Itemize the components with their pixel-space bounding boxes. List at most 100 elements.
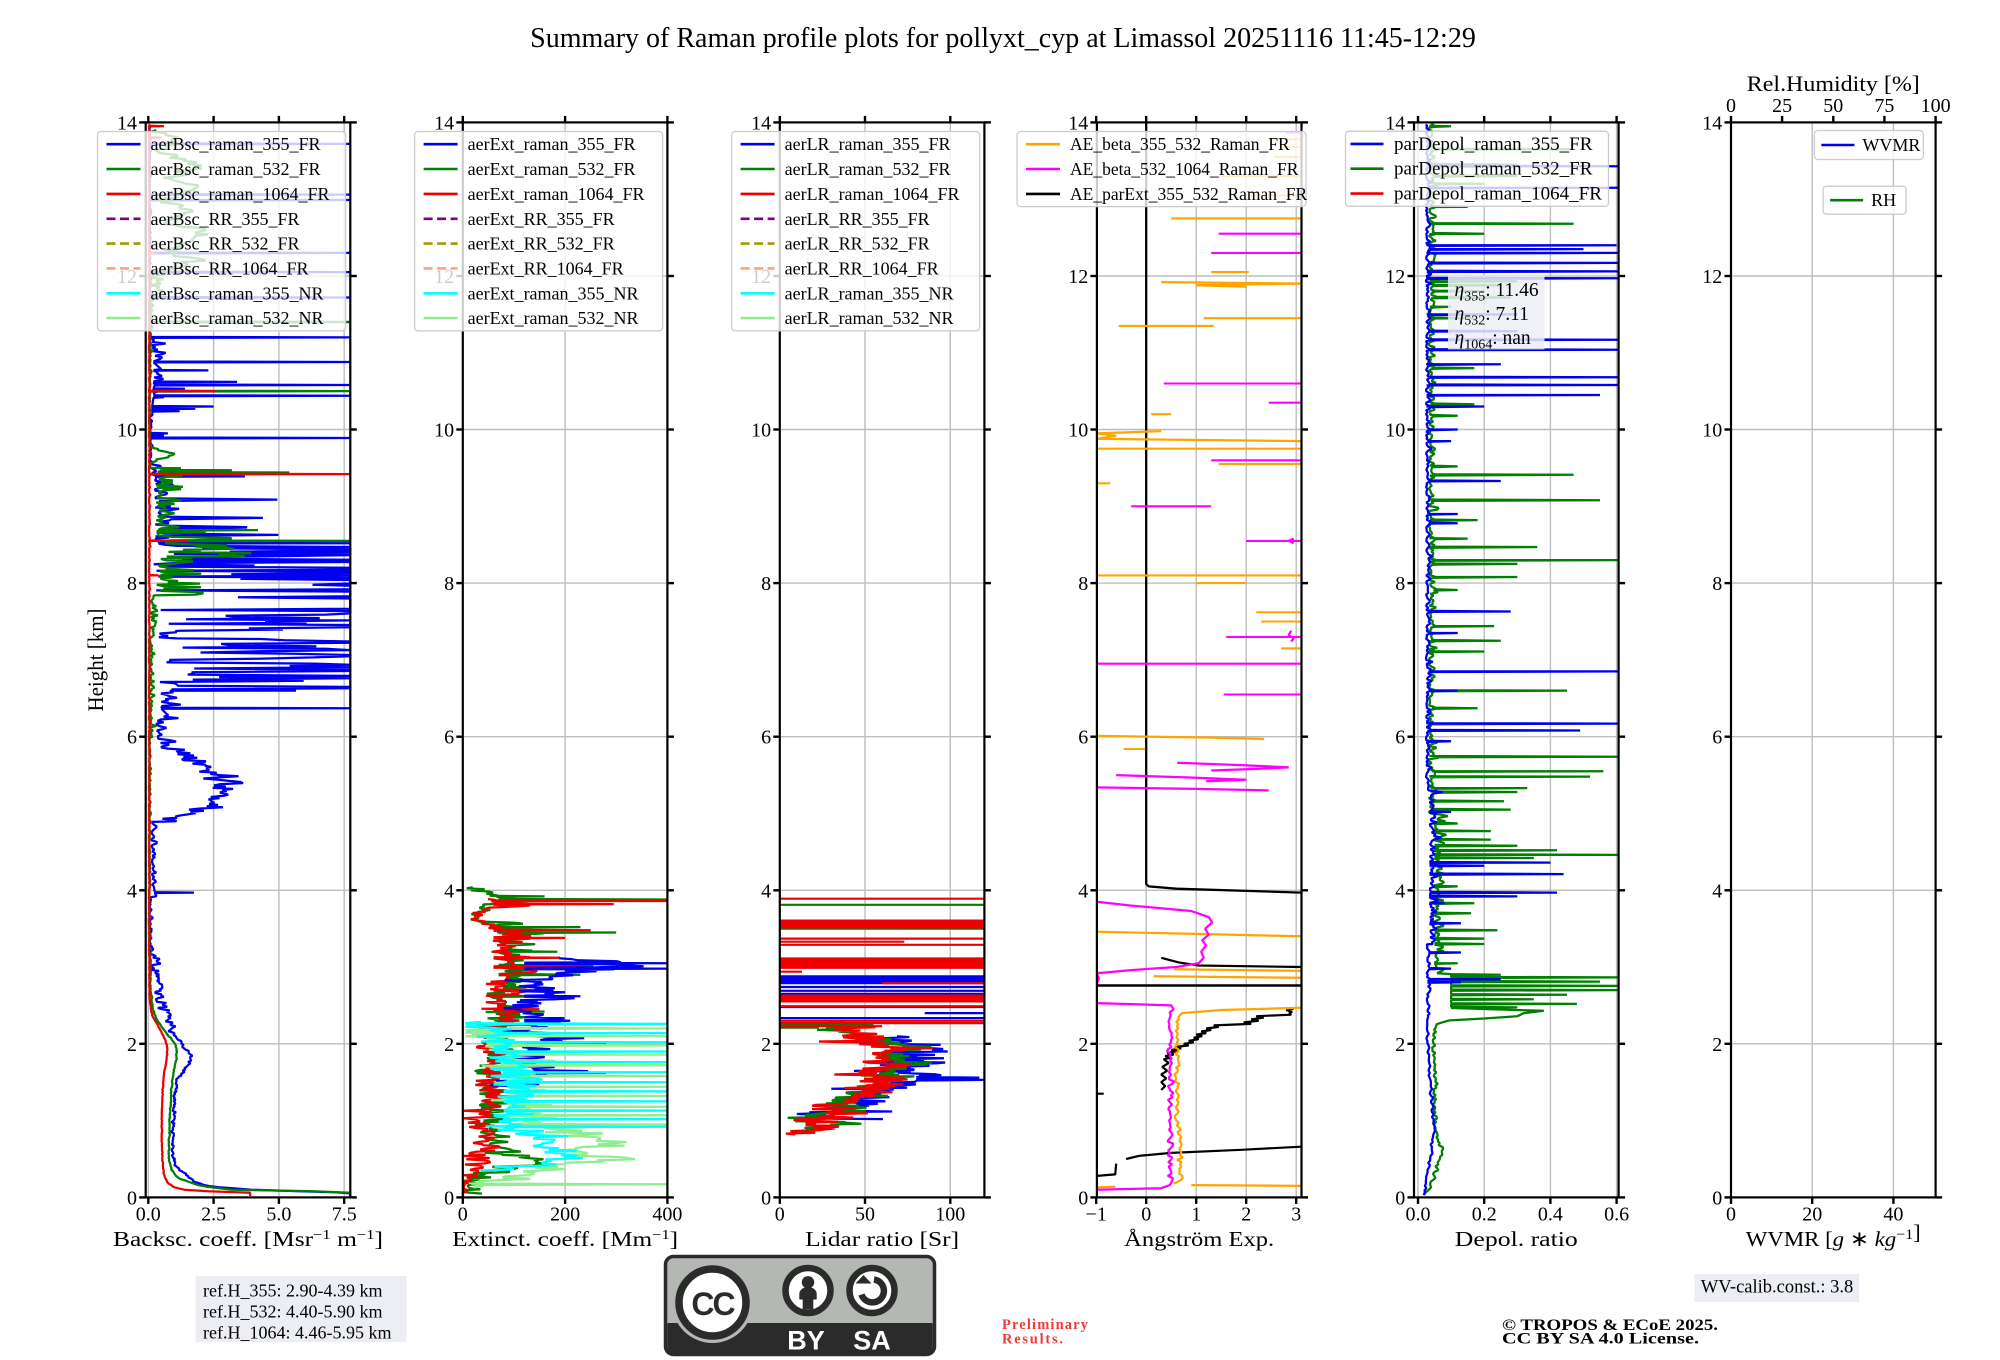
svg-text:aerLR_raman_532_FR: aerLR_raman_532_FR (785, 159, 951, 179)
svg-text:0.6: 0.6 (1604, 1204, 1629, 1226)
svg-text:2.5: 2.5 (201, 1204, 226, 1226)
svg-text:aerBsc_raman_532_FR: aerBsc_raman_532_FR (151, 159, 321, 179)
svg-text:ref.H_1064: 4.46-5.95 km: ref.H_1064: 4.46-5.95 km (203, 1323, 391, 1343)
svg-text:parDepol_raman_355_FR: parDepol_raman_355_FR (1394, 134, 1593, 155)
svg-text:aerLR_RR_355_FR: aerLR_RR_355_FR (785, 209, 930, 229)
svg-text:aerExt_raman_532_NR: aerExt_raman_532_NR (468, 308, 639, 328)
svg-text:WVMR: WVMR (1862, 135, 1920, 155)
svg-text:Extinct. coeff. [Mm−1]: Extinct. coeff. [Mm −1] (452, 1227, 678, 1251)
svg-text:AE_beta_532_1064_Raman_FR: AE_beta_532_1064_Raman_FR (1070, 159, 1299, 179)
svg-text:AE_beta_355_532_Raman_FR: AE_beta_355_532_Raman_FR (1070, 134, 1290, 154)
svg-text:0: 0 (1078, 1187, 1088, 1209)
svg-text:6: 6 (127, 727, 137, 749)
svg-text:10: 10 (117, 420, 137, 442)
svg-text:10: 10 (1385, 420, 1405, 442)
svg-text:Backsc. coeff. [Msr−1 m−1]: Backsc. coeff. [Msr −1 m −1] (113, 1227, 383, 1251)
svg-text:2: 2 (761, 1034, 771, 1056)
svg-text:0.0: 0.0 (1406, 1204, 1431, 1226)
svg-text:aerLR_raman_355_FR: aerLR_raman_355_FR (785, 134, 951, 154)
svg-text:aerBsc_RR_532_FR: aerBsc_RR_532_FR (151, 234, 300, 254)
svg-text:aerBsc_raman_1064_FR: aerBsc_raman_1064_FR (151, 184, 330, 204)
svg-text:−1: −1 (1086, 1204, 1107, 1226)
svg-text:0: 0 (1726, 1204, 1736, 1226)
svg-text:25: 25 (1772, 95, 1792, 117)
svg-text:8: 8 (1395, 573, 1405, 595)
svg-text:0: 0 (1395, 1187, 1405, 1209)
svg-text:ref.H_532: 4.40-5.90 km: ref.H_532: 4.40-5.90 km (203, 1302, 382, 1322)
svg-text:aerBsc_RR_1064_FR: aerBsc_RR_1064_FR (151, 258, 309, 278)
svg-text:400: 400 (652, 1204, 682, 1226)
svg-text:40: 40 (1883, 1204, 1903, 1226)
svg-text:0.2: 0.2 (1472, 1204, 1497, 1226)
svg-text:6: 6 (761, 727, 771, 749)
svg-text:4: 4 (1395, 880, 1405, 902)
svg-text:0: 0 (1712, 1187, 1722, 1209)
svg-text:0: 0 (1141, 1204, 1151, 1226)
svg-text:14: 14 (117, 112, 137, 134)
svg-text:12: 12 (1702, 266, 1722, 288)
svg-text:8: 8 (1078, 573, 1088, 595)
svg-text:Rel.Humidity [%]: Rel.Humidity [%] (1747, 71, 1920, 96)
svg-text:4: 4 (761, 880, 771, 902)
svg-text:Summary of Raman profile plots: Summary of Raman profile plots for polly… (530, 23, 1476, 54)
svg-text:4: 4 (127, 880, 137, 902)
svg-text:0: 0 (761, 1187, 771, 1209)
svg-text:η355: 11.46: η355: 11.46 (1455, 280, 1539, 305)
svg-text:0.4: 0.4 (1538, 1204, 1563, 1226)
svg-text:14: 14 (1385, 112, 1405, 134)
svg-text:6: 6 (1712, 727, 1722, 749)
svg-text:14: 14 (1068, 112, 1088, 134)
svg-text:aerExt_raman_1064_FR: aerExt_raman_1064_FR (468, 184, 645, 204)
svg-text:4: 4 (1712, 880, 1722, 902)
svg-text:2: 2 (1712, 1034, 1722, 1056)
svg-text:50: 50 (1823, 95, 1843, 117)
svg-text:12: 12 (1068, 266, 1088, 288)
svg-text:10: 10 (1702, 420, 1722, 442)
svg-text:8: 8 (127, 573, 137, 595)
svg-text:Results.: Results. (1002, 1332, 1063, 1348)
svg-text:η1064: nan: η1064: nan (1455, 328, 1531, 353)
svg-text:aerLR_RR_1064_FR: aerLR_RR_1064_FR (785, 258, 939, 278)
svg-text:14: 14 (434, 112, 454, 134)
svg-text:75: 75 (1874, 95, 1894, 117)
svg-text:aerBsc_RR_355_FR: aerBsc_RR_355_FR (151, 209, 300, 229)
svg-text:14: 14 (751, 112, 771, 134)
svg-text:2: 2 (1078, 1034, 1088, 1056)
svg-text:aerExt_raman_532_FR: aerExt_raman_532_FR (468, 159, 636, 179)
svg-text:aerExt_raman_355_NR: aerExt_raman_355_NR (468, 283, 639, 303)
svg-text:AE_parExt_355_532_Raman_FR: AE_parExt_355_532_Raman_FR (1070, 184, 1308, 204)
svg-text:0: 0 (127, 1187, 137, 1209)
svg-text:aerExt_RR_532_FR: aerExt_RR_532_FR (468, 234, 615, 254)
svg-text:100: 100 (1921, 95, 1951, 117)
svg-text:12: 12 (1385, 266, 1405, 288)
svg-text:2: 2 (1241, 1204, 1251, 1226)
svg-text:aerExt_RR_1064_FR: aerExt_RR_1064_FR (468, 258, 624, 278)
svg-text:5.0: 5.0 (266, 1204, 291, 1226)
svg-text:2: 2 (1395, 1034, 1405, 1056)
svg-text:0: 0 (444, 1187, 454, 1209)
svg-text:BY: BY (787, 1326, 825, 1356)
svg-text:20: 20 (1802, 1204, 1822, 1226)
svg-text:0: 0 (1726, 95, 1736, 117)
svg-text:CC: CC (691, 1286, 735, 1322)
svg-text:parDepol_raman_532_FR: parDepol_raman_532_FR (1394, 159, 1593, 180)
svg-text:Preliminary: Preliminary (1002, 1317, 1089, 1333)
svg-text:4: 4 (444, 880, 454, 902)
svg-text:WV-calib.const.: 3.8: WV-calib.const.: 3.8 (1701, 1278, 1853, 1298)
svg-text:2: 2 (127, 1034, 137, 1056)
svg-text:CC BY SA 4.0 License.: CC BY SA 4.0 License. (1502, 1331, 1699, 1348)
svg-text:parDepol_raman_1064_FR: parDepol_raman_1064_FR (1394, 184, 1602, 205)
svg-text:8: 8 (761, 573, 771, 595)
svg-text:10: 10 (751, 420, 771, 442)
svg-text:200: 200 (550, 1204, 580, 1226)
svg-text:aerBsc_raman_532_NR: aerBsc_raman_532_NR (151, 308, 324, 328)
svg-text:8: 8 (1712, 573, 1722, 595)
svg-text:10: 10 (434, 420, 454, 442)
svg-text:0: 0 (775, 1204, 785, 1226)
svg-text:η532: 7.11: η532: 7.11 (1455, 304, 1529, 329)
svg-text:aerLR_raman_1064_FR: aerLR_raman_1064_FR (785, 184, 960, 204)
svg-text:Lidar ratio [Sr]: Lidar ratio [Sr] (805, 1227, 959, 1251)
svg-text:2: 2 (444, 1034, 454, 1056)
svg-text:6: 6 (444, 727, 454, 749)
svg-text:RH: RH (1871, 190, 1896, 210)
